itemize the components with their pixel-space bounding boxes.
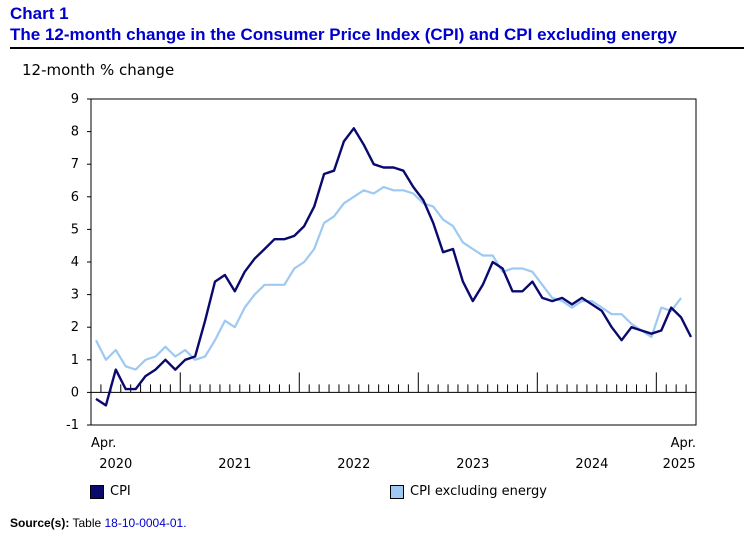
y-tick-label: 8 [71,125,79,140]
legend-label-cpi: CPI [110,484,131,499]
y-tick-label: 5 [71,222,79,237]
legend-swatch-cpi [90,484,104,499]
x-year-label: 2025 [663,457,696,472]
y-tick-label: 3 [71,288,79,303]
x-year-label: 2022 [337,457,370,472]
chart-header: Chart 1 The 12-month change in the Consu… [10,4,744,45]
year-labels: 2020 2021 2022 2023 2024 2025 [99,457,695,472]
y-tick-label: 0 [71,385,79,400]
y-tick-label: 7 [71,157,79,172]
legend-item-cpi[interactable]: CPI [90,484,131,499]
legend-label-cpi-ex-energy: CPI excluding energy [410,484,547,499]
legend-item-cpi-ex-energy[interactable]: CPI excluding energy [390,484,547,499]
plot-frame [90,98,697,426]
y-tick-label: 2 [71,320,79,335]
x-year-label: 2021 [218,457,251,472]
x-start-label: Apr. [91,436,116,451]
x-end-label: Apr. [671,436,696,451]
source-label: Source(s): [10,516,70,530]
y-tick-label: 1 [71,353,79,368]
x-year-label: 2020 [99,457,132,472]
header-rule [10,47,744,49]
x-axis [91,372,696,393]
chart-number: Chart 1 [10,4,69,23]
source-text: Table [72,516,102,530]
chart-title: The 12-month change in the Consumer Pric… [10,25,677,44]
y-axis-title: 12-month % change [22,61,174,79]
y-tick-label: -1 [66,418,79,433]
y-tick-label: 9 [71,92,79,107]
series-line-cpi [95,127,693,407]
y-axis: -1 0 1 2 3 4 5 6 7 8 9 [66,92,91,433]
x-year-label: 2024 [575,457,608,472]
series-line-cpi-ex-energy [95,185,682,371]
legend-swatch-cpi-ex-energy [390,484,404,499]
y-tick-label: 6 [71,190,79,205]
line-chart: 12-month % change -1 0 1 2 3 4 5 6 7 8 9 Apr. Apr.… [22,61,697,472]
series-group [95,127,693,407]
source-link[interactable]: 18-10-0004-01. [104,516,187,530]
y-tick-label: 4 [71,255,79,270]
source-note: Source(s): Table 18-10-0004-01. [10,516,187,530]
x-year-label: 2023 [456,457,489,472]
